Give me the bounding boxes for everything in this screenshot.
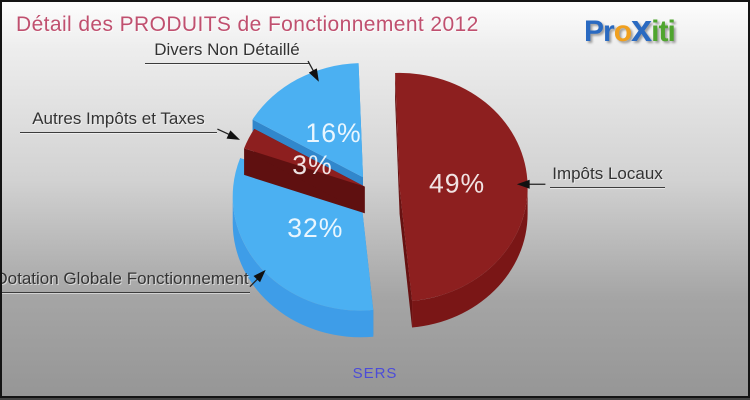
- slice-percent-label: 49%: [429, 169, 485, 199]
- slice-top-face: [244, 128, 365, 187]
- logo-letter: t: [658, 15, 669, 48]
- slice-cut-wall: [395, 73, 400, 214]
- slice-percent-label: 3%: [292, 150, 332, 180]
- slice-cut-wall: [399, 187, 413, 328]
- slice-percent-label: 32%: [287, 213, 343, 243]
- pie-slice-autres-impots-et-taxes: 3%: [244, 128, 365, 214]
- arrowhead-icon: [226, 130, 241, 140]
- callout-label-divers-non-detaille: Divers Non Détaillé: [145, 40, 309, 64]
- logo-letter: i: [651, 15, 659, 48]
- slice-top-face: [252, 63, 364, 178]
- logo-letter: x: [631, 8, 652, 50]
- entity-label: SERS: [352, 365, 398, 382]
- leader-line: [307, 60, 315, 73]
- logo-letter: i: [667, 15, 676, 48]
- arrowhead-icon: [516, 179, 530, 189]
- leader-line: [249, 278, 259, 288]
- arrowhead-icon: [253, 269, 266, 283]
- pie-slice-impots-locaux: 49%: [395, 72, 528, 328]
- logo-letter: o: [613, 15, 632, 48]
- arrowhead-icon: [308, 68, 319, 82]
- callout-label-dotation-globale-fonctionnement: Dotation Globale Fonctionnement: [2, 269, 250, 293]
- pie-chart: 16% 32% 3% 49%: [217, 60, 546, 338]
- callout-arrow-dotation-globale-fonctionnement: [249, 269, 266, 288]
- callout-label-impots-locaux: Impôts Locaux: [550, 164, 665, 188]
- logo-letter: P: [584, 15, 604, 48]
- leader-line: [217, 128, 231, 136]
- slice-rim-wall: [232, 196, 374, 338]
- callout-label-autres-impots-et-taxes: Autres Impôts et Taxes: [20, 109, 217, 133]
- slice-top-face: [395, 72, 528, 301]
- callout-arrow-divers-non-detaille: [307, 60, 319, 82]
- chart-title: Détail des PRODUITS de Fonctionnement 20…: [16, 13, 479, 36]
- slice-percent-label: 16%: [305, 118, 361, 148]
- slice-rim-wall: [412, 187, 528, 328]
- logo-letter: r: [603, 15, 615, 48]
- callout-arrow-impots-locaux: [516, 179, 546, 189]
- callout-arrow-autres-impots-et-taxes: [217, 128, 241, 140]
